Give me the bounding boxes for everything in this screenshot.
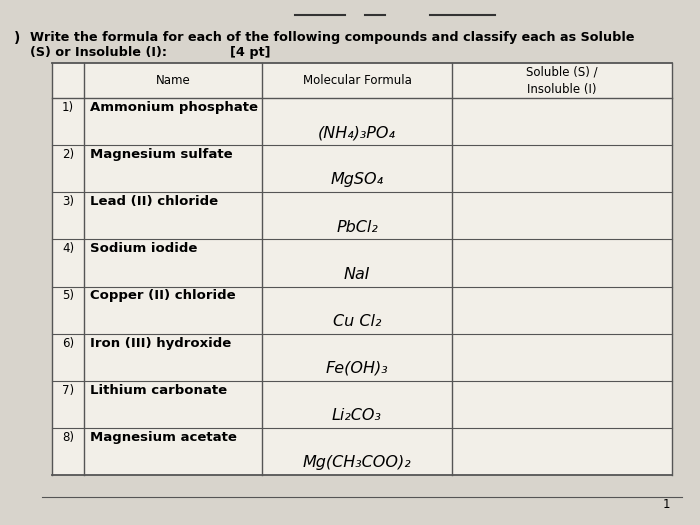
Text: 1): 1) — [62, 101, 74, 114]
Text: 3): 3) — [62, 195, 74, 208]
Text: (S) or Insoluble (I):              [4 pt]: (S) or Insoluble (I): [4 pt] — [30, 46, 270, 59]
Bar — [52, 63, 672, 475]
Text: Magnesium sulfate: Magnesium sulfate — [90, 148, 232, 161]
Text: Write the formula for each of the following compounds and classify each as Solub: Write the formula for each of the follow… — [30, 31, 634, 44]
Text: 8): 8) — [62, 431, 74, 444]
Text: MgSO₄: MgSO₄ — [330, 173, 384, 187]
Text: 5): 5) — [62, 289, 74, 302]
Text: Cu Cl₂: Cu Cl₂ — [332, 314, 382, 329]
Text: Molecular Formula: Molecular Formula — [302, 74, 412, 87]
Text: (NH₄)₃PO₄: (NH₄)₃PO₄ — [318, 125, 396, 140]
Text: Li₂CO₃: Li₂CO₃ — [332, 408, 382, 423]
Text: 2): 2) — [62, 148, 74, 161]
Text: Name: Name — [155, 74, 190, 87]
Text: Magnesium acetate: Magnesium acetate — [90, 431, 237, 444]
Text: Ammonium phosphate: Ammonium phosphate — [90, 101, 258, 114]
Text: Sodium iodide: Sodium iodide — [90, 243, 197, 255]
Text: Lead (II) chloride: Lead (II) chloride — [90, 195, 218, 208]
Text: Iron (III) hydroxide: Iron (III) hydroxide — [90, 337, 231, 350]
Text: Mg(CH₃COO)₂: Mg(CH₃COO)₂ — [302, 455, 412, 470]
Text: Fe(OH)₃: Fe(OH)₃ — [326, 361, 388, 376]
Text: Copper (II) chloride: Copper (II) chloride — [90, 289, 236, 302]
Text: 7): 7) — [62, 384, 74, 397]
Text: ): ) — [14, 31, 20, 45]
Text: Lithium carbonate: Lithium carbonate — [90, 384, 227, 397]
Text: 6): 6) — [62, 337, 74, 350]
Text: 1: 1 — [662, 498, 670, 511]
Text: PbCl₂: PbCl₂ — [336, 219, 378, 235]
Text: NaI: NaI — [344, 267, 370, 282]
Text: 4): 4) — [62, 243, 74, 255]
Text: Soluble (S) /
Insoluble (I): Soluble (S) / Insoluble (I) — [526, 66, 598, 96]
